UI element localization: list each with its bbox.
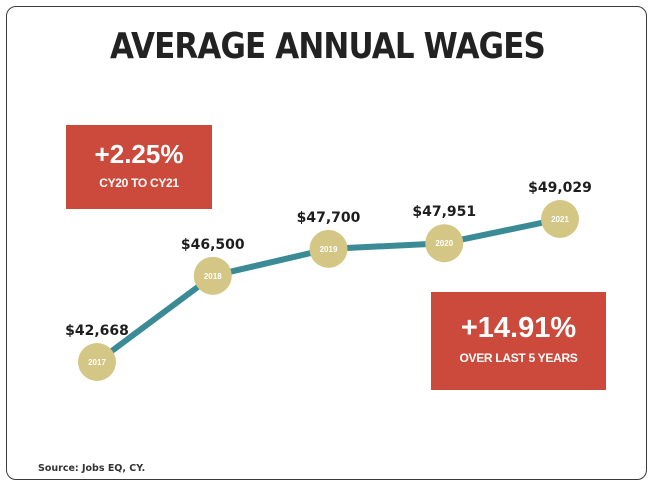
chart-title: AVERAGE ANNUAL WAGES bbox=[110, 26, 546, 67]
x-tick-label: 2017 bbox=[88, 358, 106, 367]
x-tick-label: 2021 bbox=[551, 215, 569, 224]
callout-five-year-change: +14.91% OVER LAST 5 YEARS bbox=[431, 292, 606, 390]
data-value-label: $42,668 bbox=[65, 323, 129, 339]
data-point-marker bbox=[193, 256, 232, 295]
data-point-marker bbox=[425, 224, 464, 263]
data-points: 2017 $42,668 2018 $46,500 2019 $47,700 2020 $47… bbox=[65, 180, 592, 381]
callout-yearly-change-caption: CY20 TO CY21 bbox=[99, 176, 179, 190]
x-tick-label: 2020 bbox=[435, 239, 453, 248]
data-value-label: $49,029 bbox=[528, 180, 592, 196]
source-note: Source: Jobs EQ, CY. bbox=[38, 463, 146, 474]
callout-yearly-change: +2.25% CY20 TO CY21 bbox=[66, 125, 212, 209]
x-tick-label: 2018 bbox=[204, 272, 222, 281]
callout-yearly-change-value: +2.25% bbox=[94, 139, 184, 169]
data-value-label: $46,500 bbox=[181, 237, 245, 253]
data-value-label: $47,951 bbox=[412, 204, 476, 220]
data-point-marker bbox=[78, 343, 116, 381]
data-point-marker bbox=[541, 200, 579, 238]
data-point-marker bbox=[309, 229, 348, 268]
callout-five-year-change-value: +14.91% bbox=[460, 312, 577, 344]
data-value-label: $47,700 bbox=[297, 210, 361, 226]
callout-five-year-change-caption: OVER LAST 5 YEARS bbox=[459, 351, 578, 365]
x-tick-label: 2019 bbox=[320, 245, 338, 254]
